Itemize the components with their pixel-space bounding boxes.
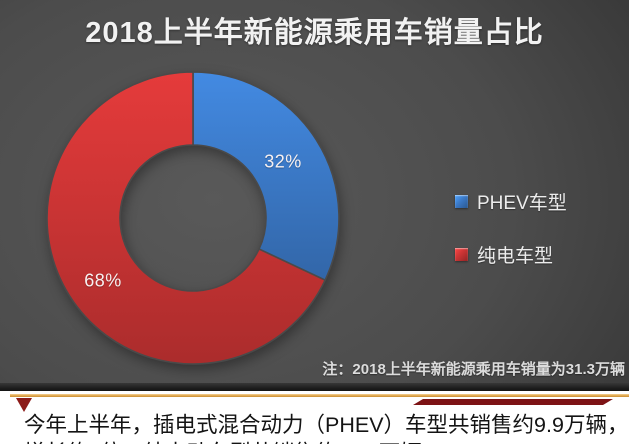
legend-label-ev: 纯电车型 <box>477 246 554 267</box>
footer-text-panel: 今年上半年，插电式混合动力（PHEV）车型共销售约9.9万辆，同比 增长约2倍，… <box>0 391 629 444</box>
donut-svg <box>46 71 340 365</box>
page-title: 2018上半年新能源乘用车销量占比 <box>85 17 544 49</box>
donut-slice-纯电车型 <box>46 71 327 365</box>
red-triangle-marker <box>16 398 32 412</box>
donut-slice-PHEV车型 <box>192 71 340 282</box>
source-note: 注：2018上半年新能源乘用车销量为31.3万辆 <box>322 361 625 378</box>
pct-label-ev: 68% <box>84 270 122 291</box>
gold-divider-line <box>10 394 629 397</box>
chart-slide: 2018上半年新能源乘用车销量占比 32% 68% PHEV车型 纯电车型 注：… <box>0 0 629 383</box>
pct-label-phev: 32% <box>264 151 302 172</box>
maroon-accent-bar <box>413 399 613 405</box>
slide-bottom-shadow <box>0 383 629 391</box>
footer-line-1: 今年上半年，插电式混合动力（PHEV）车型共销售约9.9万辆，同比 <box>24 413 629 437</box>
footer-line-2: 增长约2倍，纯电动车型共销售约21.4万辆 <box>24 439 624 444</box>
legend-swatch-phev <box>455 195 468 208</box>
legend: PHEV车型 纯电车型 <box>455 188 567 294</box>
legend-item-phev: PHEV车型 <box>455 188 567 215</box>
legend-item-ev: 纯电车型 <box>455 241 567 268</box>
donut-chart <box>43 68 343 368</box>
footer-paragraph: 今年上半年，插电式混合动力（PHEV）车型共销售约9.9万辆，同比 增长约2倍，… <box>24 411 629 444</box>
legend-label-phev: PHEV车型 <box>477 193 567 214</box>
legend-swatch-ev <box>455 248 468 261</box>
